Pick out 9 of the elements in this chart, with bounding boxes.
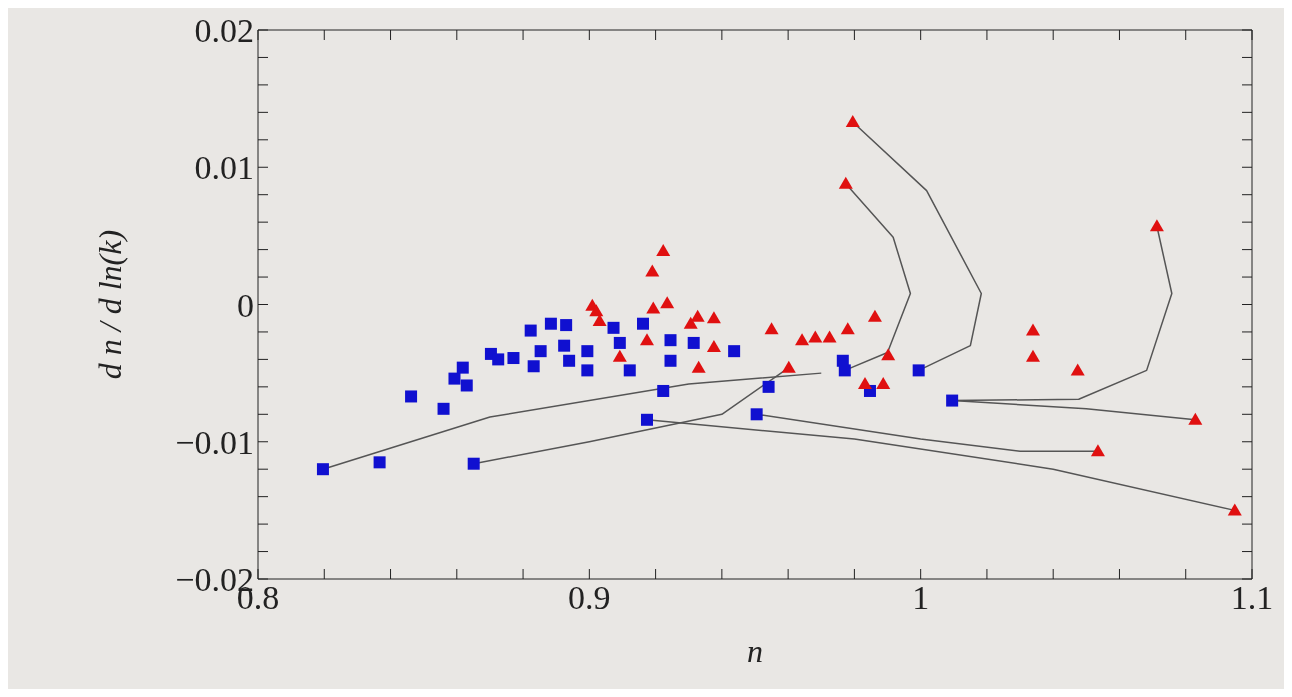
y-tick-label: 0.01 bbox=[194, 149, 254, 187]
y-tick-label: −0.01 bbox=[175, 423, 254, 461]
x-tick-label: 1.1 bbox=[1230, 579, 1274, 617]
y-axis-title: d n / d ln(k) bbox=[92, 229, 129, 380]
x-tick-label: 1 bbox=[912, 579, 930, 617]
y-tick-label: 0 bbox=[237, 286, 254, 324]
x-axis-title: n bbox=[747, 632, 763, 669]
y-tick-label: 0.02 bbox=[194, 12, 254, 50]
x-tick-label: 0.9 bbox=[568, 579, 611, 617]
